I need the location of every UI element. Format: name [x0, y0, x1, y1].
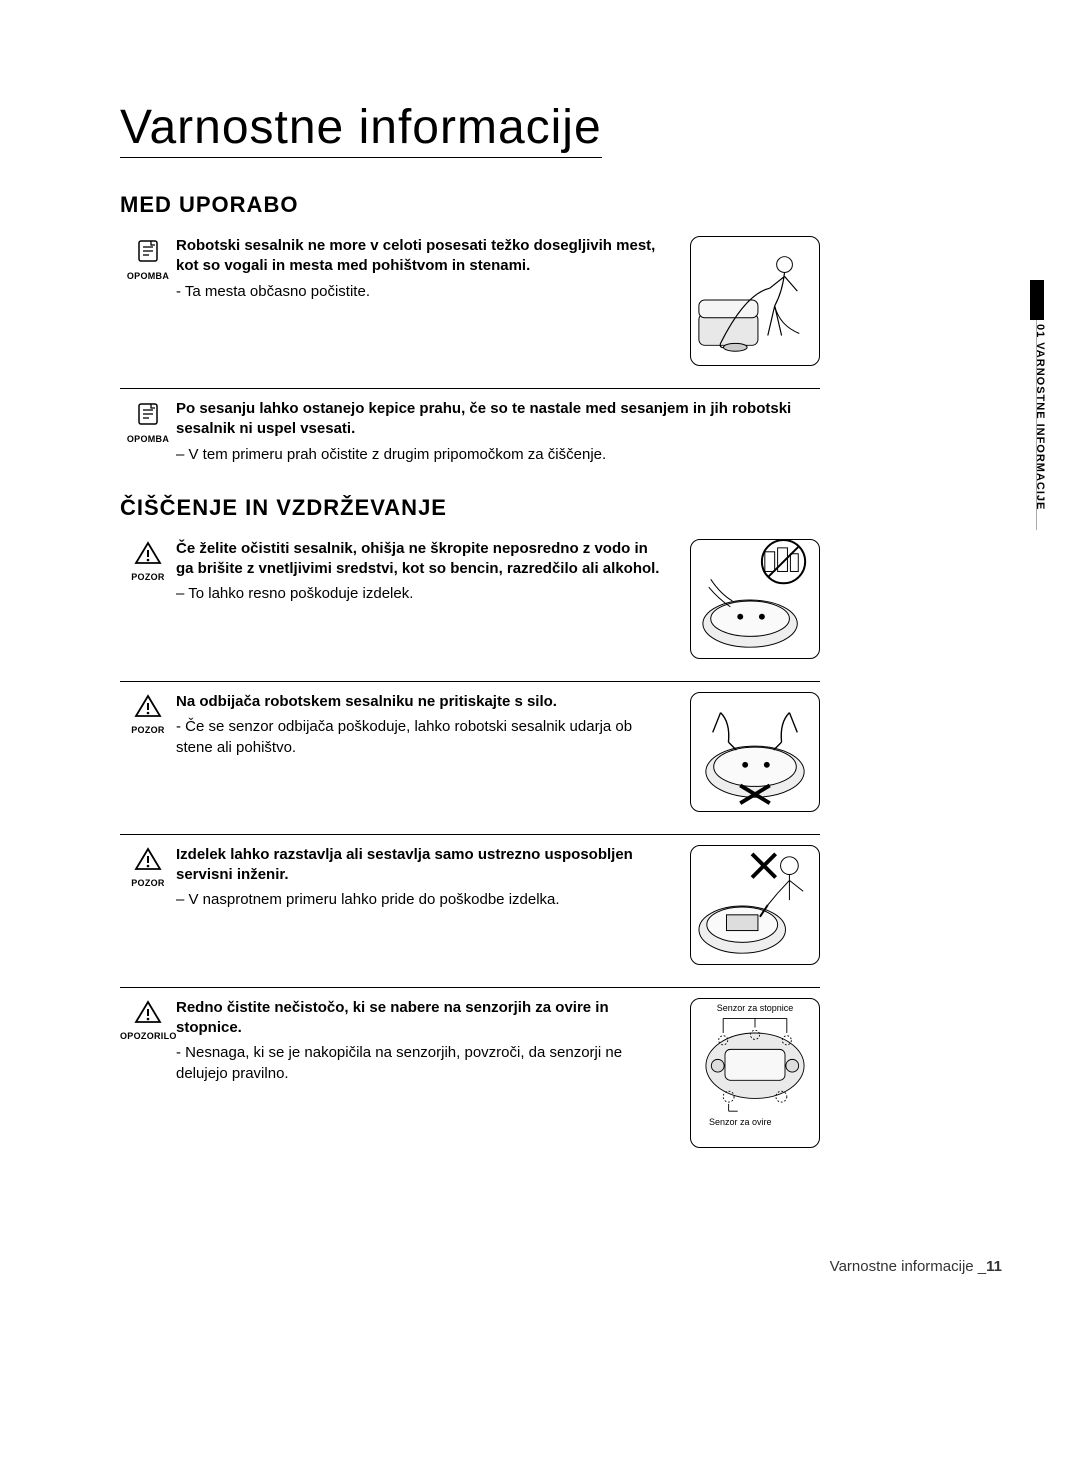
item-bold: Na odbijača robotskem sesalniku ne priti… [176, 692, 668, 712]
caution-icon [134, 541, 162, 570]
item-bold: Po sesanju lahko ostanejo kepice prahu, … [176, 399, 808, 440]
text-column: Po sesanju lahko ostanejo kepice prahu, … [176, 399, 820, 465]
icon-label: OPOMBA [120, 271, 176, 281]
icon-column: OPOZORILO [120, 998, 176, 1041]
item-bold: Če želite očistiti sesalnik, ohišja ne š… [176, 539, 668, 580]
illustration-column [680, 236, 820, 366]
icon-label: POZOR [120, 725, 176, 735]
item-bold: Robotski sesalnik ne more v celoti poses… [176, 236, 668, 277]
page-title: Varnostne informacije [120, 100, 602, 158]
icon-column: OPOMBA [120, 399, 176, 444]
text-column: Če želite očistiti sesalnik, ohišja ne š… [176, 539, 680, 605]
text-column: Na odbijača robotskem sesalniku ne priti… [176, 692, 680, 758]
chapter-tab: 01 VARNOSTNE INFORMACIJE [1022, 280, 1044, 530]
illustration-sensors: Senzor za stopnice Senzor za ovire [690, 998, 820, 1148]
tab-label: 01 VARNOSTNE INFORMACIJE [1034, 324, 1046, 510]
illustration-column: Senzor za stopnice Senzor za ovire [680, 998, 820, 1148]
icon-column: POZOR [120, 539, 176, 582]
icon-column: OPOMBA [120, 236, 176, 281]
note-icon [135, 401, 161, 432]
icon-label: POZOR [120, 572, 176, 582]
text-column: Izdelek lahko razstavlja ali sestavlja s… [176, 845, 680, 911]
footer-page-number: 11 [986, 1258, 1002, 1275]
safety-item: POZOR Izdelek lahko razstavlja ali sesta… [120, 834, 820, 965]
safety-item: POZOR Na odbijača robotskem sesalniku ne… [120, 681, 820, 812]
item-body: - Nesnaga, ki se je nakopičila na senzor… [176, 1042, 668, 1084]
text-column: Redno čistite nečistočo, ki se nabere na… [176, 998, 680, 1085]
page-footer: Varnostne informacije _11 [120, 1258, 1010, 1275]
item-body: – V nasprotnem primeru lahko pride do po… [176, 889, 668, 910]
item-body: – To lahko resno poškoduje izdelek. [176, 583, 668, 604]
caution-icon [134, 694, 162, 723]
safety-item: OPOZORILO Redno čistite nečistočo, ki se… [120, 987, 820, 1148]
tab-marker [1030, 280, 1044, 320]
illustration-vacuum-corner [690, 236, 820, 366]
safety-item: OPOMBA Robotski sesalnik ne more v celot… [120, 236, 820, 366]
item-body: – V tem primeru prah očistite z drugim p… [176, 444, 808, 465]
note-icon [135, 238, 161, 269]
section-heading-maintenance: ČIŠČENJE IN VZDRŽEVANJE [120, 495, 1010, 521]
illustration-no-disassemble [690, 845, 820, 965]
icon-label: POZOR [120, 878, 176, 888]
warning-icon [134, 1000, 162, 1029]
safety-item: OPOMBA Po sesanju lahko ostanejo kepice … [120, 388, 820, 465]
item-bold: Redno čistite nečistočo, ki se nabere na… [176, 998, 668, 1039]
item-body: - Ta mesta občasno počistite. [176, 281, 668, 302]
sensor-bottom-label: Senzor za ovire [691, 1118, 819, 1128]
item-body: - Če se senzor odbijača poškoduje, lahko… [176, 716, 668, 758]
icon-label: OPOZORILO [120, 1031, 176, 1041]
caution-icon [134, 847, 162, 876]
section-heading-usage: MED UPORABO [120, 192, 1010, 218]
sensor-top-label: Senzor za stopnice [691, 999, 819, 1013]
icon-label: OPOMBA [120, 434, 176, 444]
footer-text: Varnostne informacije _ [830, 1258, 986, 1275]
icon-column: POZOR [120, 845, 176, 888]
icon-column: POZOR [120, 692, 176, 735]
text-column: Robotski sesalnik ne more v celoti poses… [176, 236, 680, 302]
illustration-column [680, 692, 820, 812]
illustration-column [680, 845, 820, 965]
illustration-no-press [690, 692, 820, 812]
safety-item: POZOR Če želite očistiti sesalnik, ohišj… [120, 539, 820, 659]
item-bold: Izdelek lahko razstavlja ali sestavlja s… [176, 845, 668, 886]
illustration-no-chemicals [690, 539, 820, 659]
illustration-column [680, 539, 820, 659]
